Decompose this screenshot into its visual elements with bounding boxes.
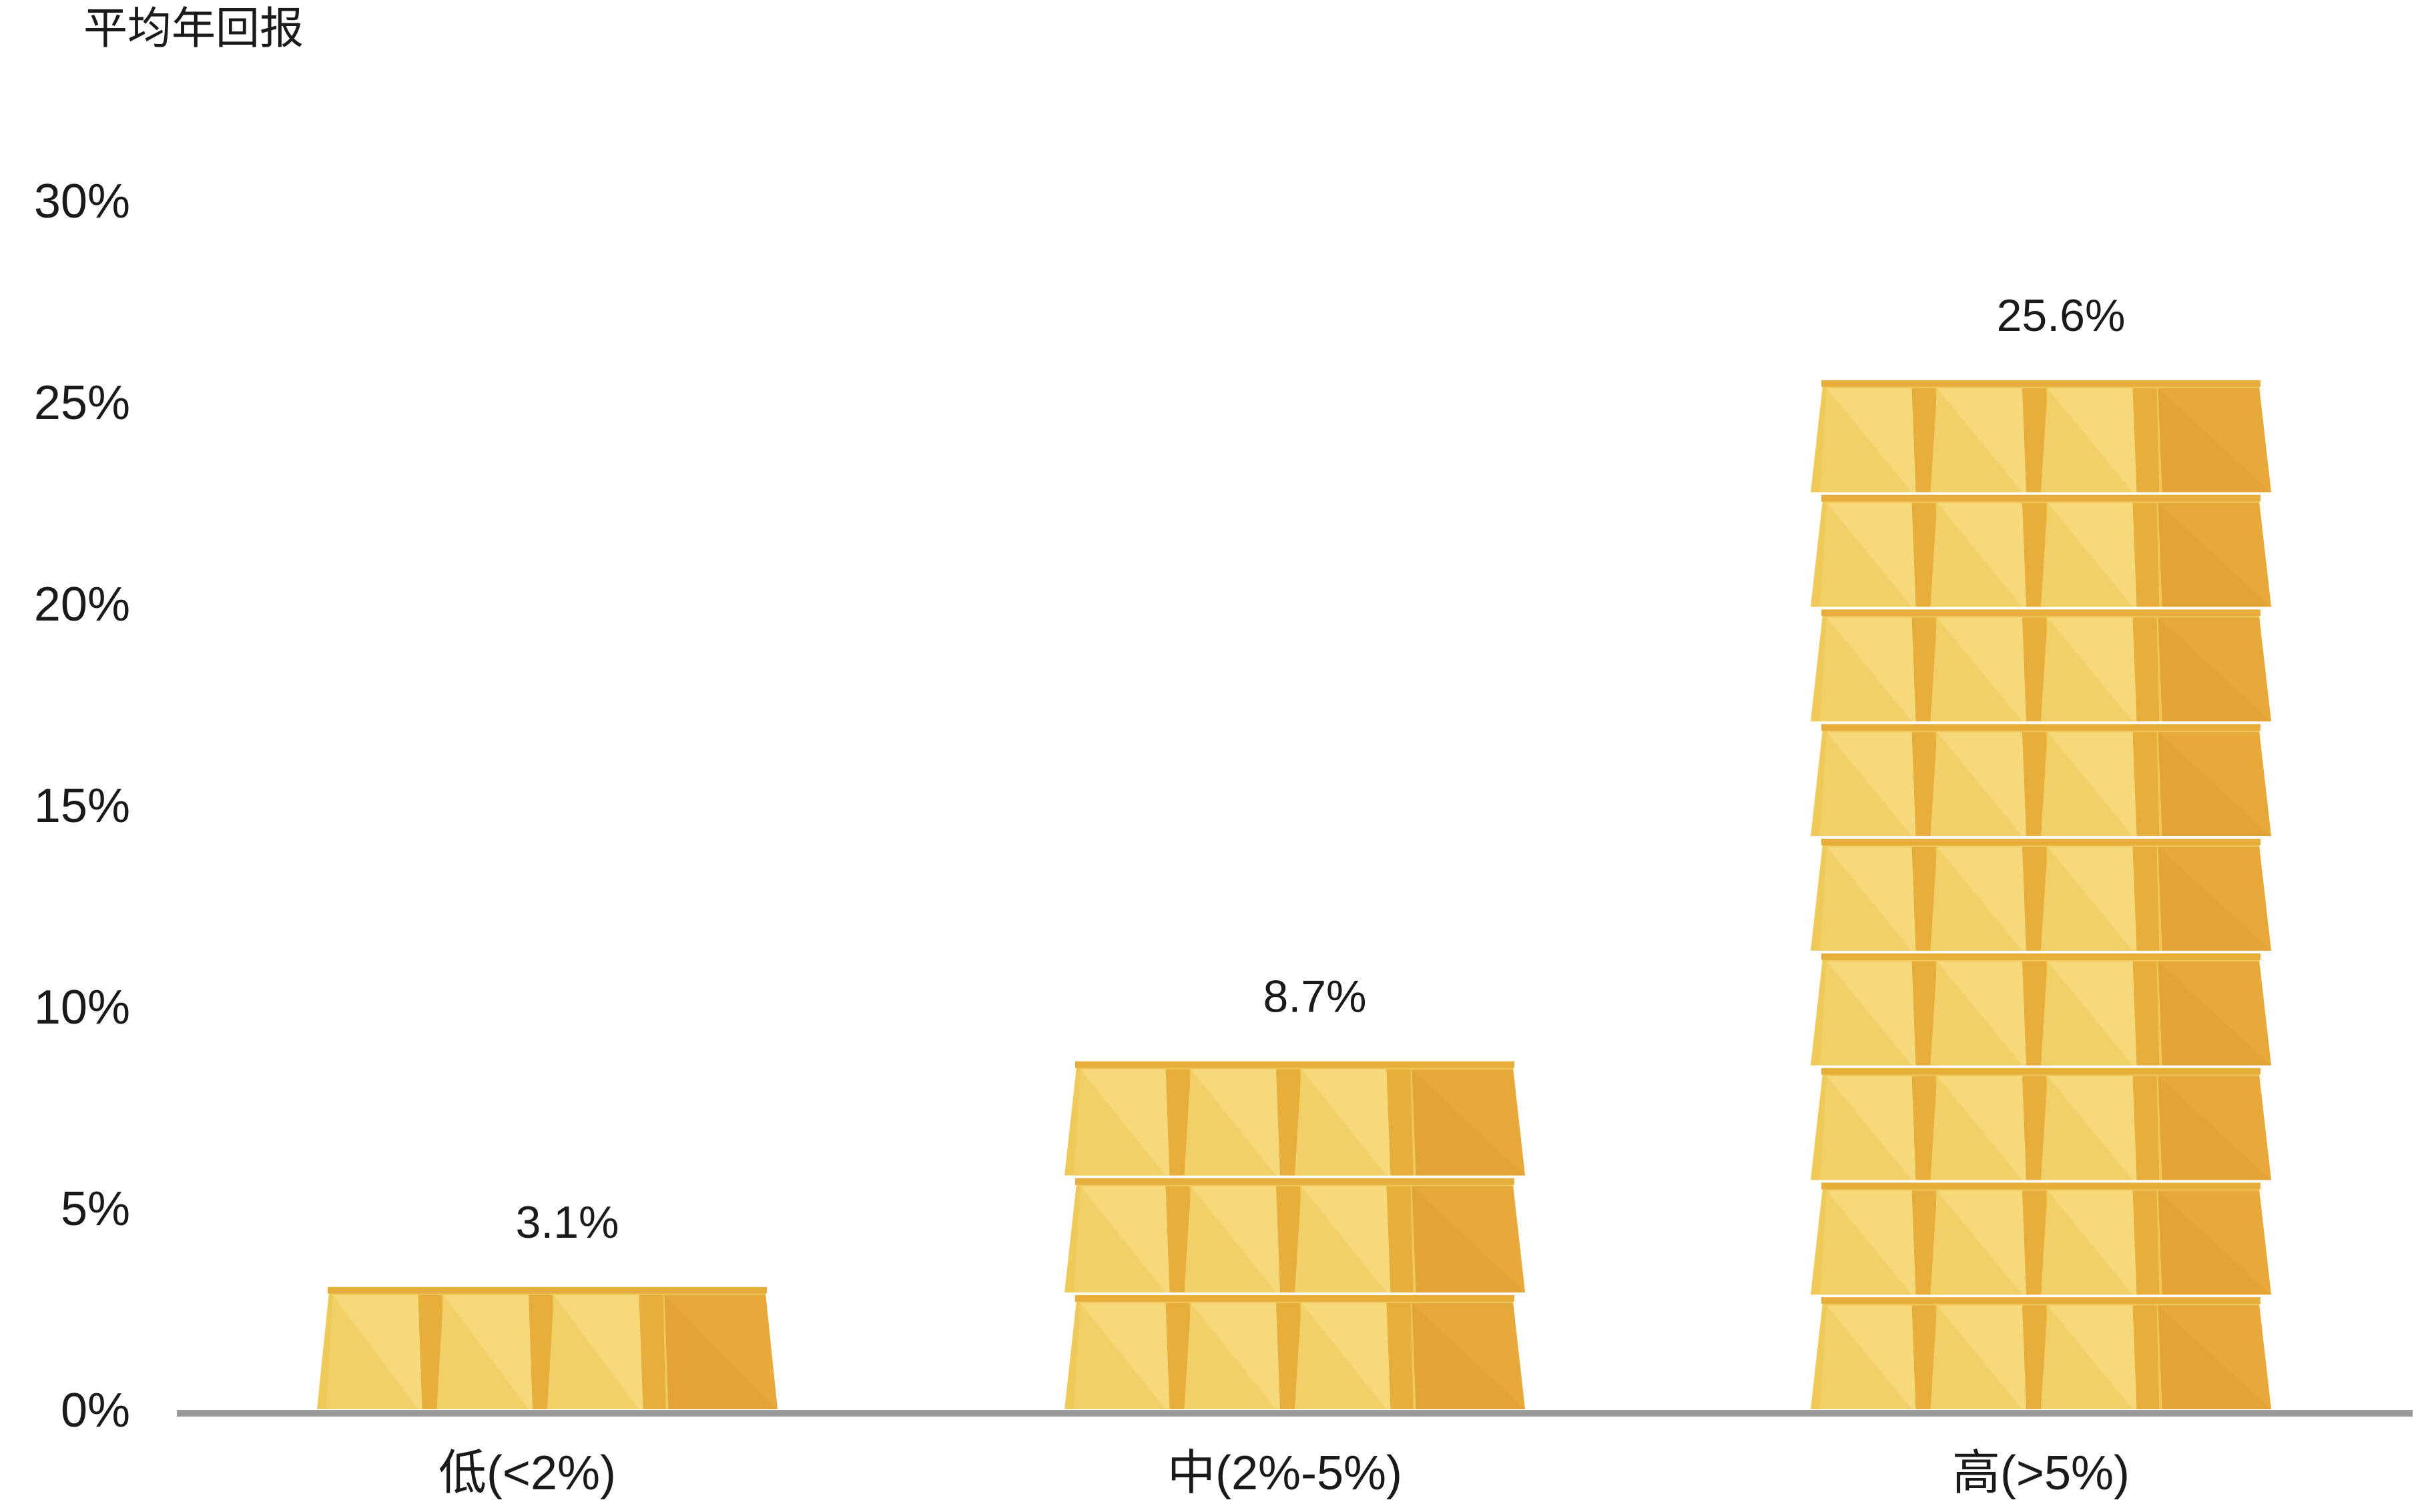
gold-bar-ingot [1065,1061,1525,1176]
bars [317,380,2271,1409]
gold-bar-ingot [1065,1178,1525,1292]
y-tick-label: 25% [34,376,130,430]
bar [317,1286,778,1409]
gold-bar-ingot [1811,953,2271,1066]
value-labels: 3.1% 8.7% 25.6% [516,290,2126,1248]
y-tick-label: 10% [34,981,130,1034]
gold-bar-ingot [1811,609,2271,722]
gold-bar-ingot [1065,1294,1525,1409]
x-tick-label: 高(>5%) [1952,1447,2130,1500]
x-tick-label: 中(2%-5%) [1167,1447,1402,1500]
y-axis-title: 平均年回报 [83,3,304,54]
value-label: 3.1% [516,1197,619,1248]
value-label: 25.6% [1997,290,2126,341]
gold-bar-ingot [1811,380,2271,492]
bar [1811,380,2271,1409]
x-tick-label: 低(<2%) [438,1447,616,1500]
gold-bar-ingot [1811,1068,2271,1180]
bar [1065,1061,1525,1409]
gold-bar-ingot [1811,1297,2271,1409]
gold-bar-ingot [1811,724,2271,836]
y-tick-label: 20% [34,578,130,631]
y-axis-ticks: 0% 5% 10% 15% 20% 25% 30% [34,175,130,1437]
gold-bar-ingot [1811,838,2271,951]
gold-bar-ingot [1811,1182,2271,1295]
y-tick-label: 30% [34,175,130,228]
y-tick-label: 5% [61,1182,130,1236]
x-axis-labels: 低(<2%) 中(2%-5%) 高(>5%) [438,1447,2130,1500]
y-tick-label: 15% [34,779,130,833]
gold-bar-ingot [1811,494,2271,607]
value-label: 8.7% [1263,972,1367,1022]
y-tick-label: 0% [61,1384,130,1437]
gold-bar-ingot [317,1286,778,1409]
